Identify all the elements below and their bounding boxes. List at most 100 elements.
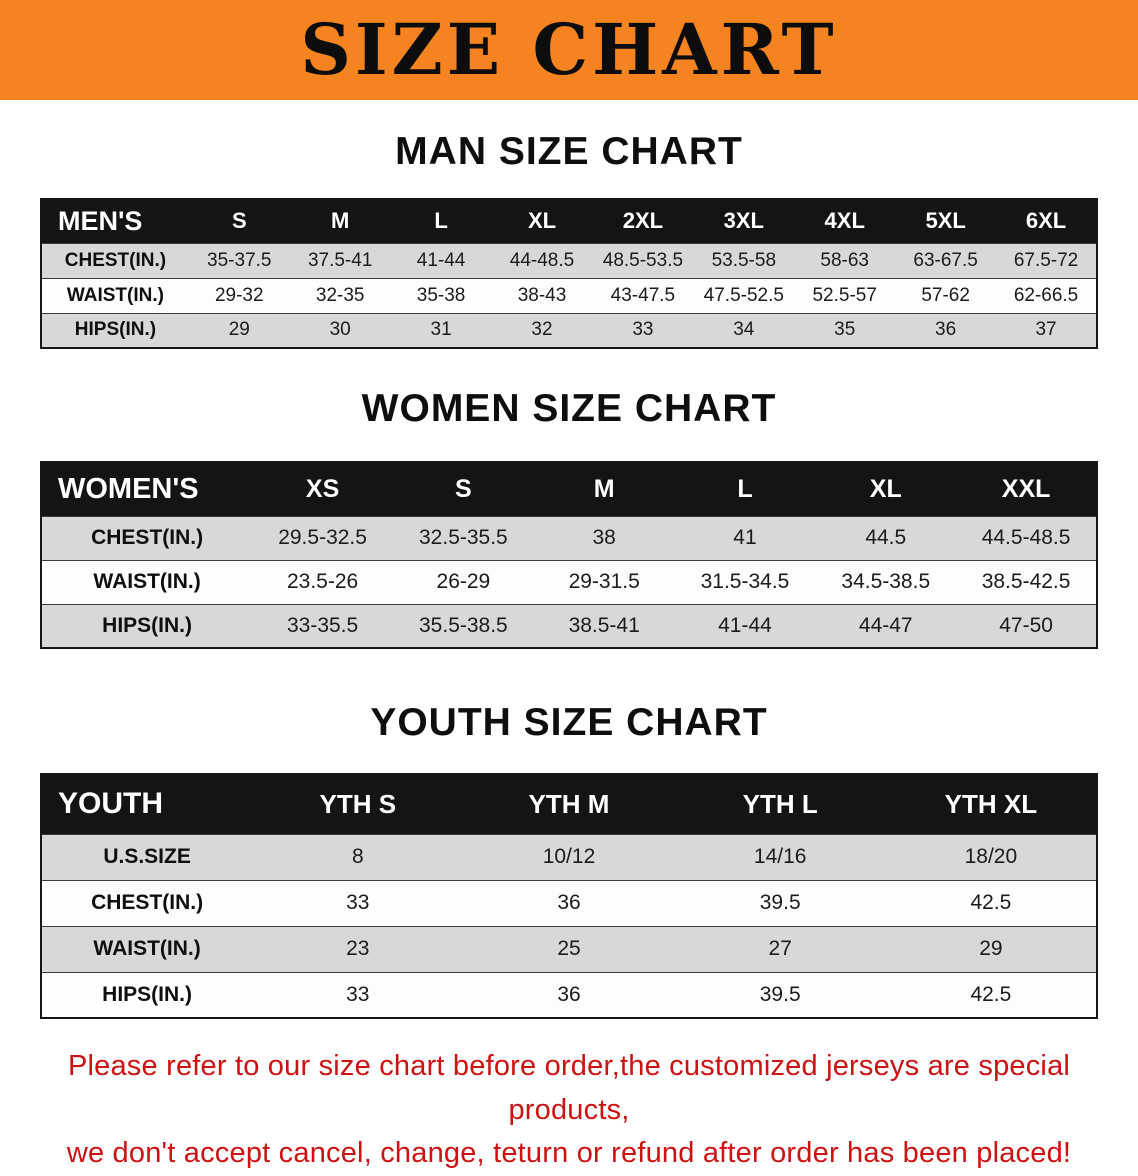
size-value: 41-44 (718, 613, 772, 637)
size-column-header: YTH S (252, 774, 464, 834)
size-value: 8 (351, 845, 364, 868)
table-header-row: MEN'S S M L XL 2XL 3XL 4XL 5XL 6XL (41, 199, 1097, 243)
size-value: 29 (228, 319, 250, 341)
size-value: 37 (1035, 319, 1057, 341)
size-value: 35.5-38.5 (419, 613, 508, 637)
size-value: 57-62 (921, 284, 970, 306)
size-value: 38-43 (517, 284, 567, 306)
table-row: WAIST(IN.) 23 25 27 29 (41, 926, 1097, 972)
size-value: 18/20 (964, 845, 1018, 868)
youth-section-heading: YOUTH SIZE CHART (370, 701, 768, 744)
banner: SIZE CHART (0, 0, 1138, 100)
table-header-row: YOUTH YTH S YTH M YTH L YTH XL (41, 774, 1097, 834)
table-row: U.S.SIZE 8 10/12 14/16 18/20 (41, 834, 1097, 880)
men-section-heading: MAN SIZE CHART (395, 130, 743, 173)
table-title: MEN'S (41, 199, 189, 243)
row-label: U.S.SIZE (103, 845, 191, 868)
size-value: 44-47 (858, 613, 913, 637)
row-label: HIPS(IN.) (102, 982, 193, 1006)
size-value: 25 (557, 937, 581, 960)
size-value: 10/12 (542, 845, 596, 868)
size-value: 29 (979, 937, 1003, 960)
size-value: 29.5-32.5 (278, 526, 367, 549)
size-column-header: M (533, 462, 675, 516)
size-value: 32.5-35.5 (419, 526, 508, 549)
men-section: MAN SIZE CHART MEN'S S M L XL 2XL 3XL 4XL 5XL 6XL… (0, 130, 1138, 349)
size-value: 48.5-53.5 (602, 249, 684, 271)
size-value: 41-44 (416, 249, 466, 271)
disclaimer-line-2: we don't accept cancel, change, teturn o… (66, 1137, 1072, 1169)
size-value: 33 (346, 982, 370, 1006)
size-value: 29-32 (214, 284, 264, 306)
disclaimer-line-1: Please refer to our size chart before or… (67, 1050, 1071, 1126)
size-value: 58-63 (820, 249, 870, 271)
size-value: 38.5-41 (568, 613, 640, 637)
row-label: WAIST(IN.) (66, 284, 164, 306)
size-column-header: XL (491, 199, 593, 243)
table-row: WAIST(IN.) 23.5-26 26-29 29-31.5 31.5-34.5 34… (41, 560, 1097, 604)
size-value: 23.5-26 (286, 570, 359, 593)
size-value: 23 (346, 937, 370, 960)
table-title: YOUTH (41, 774, 253, 834)
row-label: WAIST(IN.) (93, 937, 201, 960)
size-column-header: YTH L (674, 774, 886, 834)
table-row: CHEST(IN.) 35-37.5 37.5-41 41-44 44-48.5 48.5… (41, 243, 1097, 278)
size-value: 43-47.5 (610, 284, 676, 306)
youth-size-table: YOUTH YTH S YTH M YTH L YTH XL U.S.SIZE 8 10/12… (40, 773, 1098, 1019)
size-column-header: XL (815, 462, 957, 516)
table-row: WAIST(IN.) 29-32 32-35 35-38 38-43 43-47.5 47.… (41, 278, 1097, 313)
women-section-heading: WOMEN SIZE CHART (361, 387, 777, 430)
size-value: 30 (329, 319, 351, 341)
size-value: 37.5-41 (307, 249, 373, 271)
size-value: 42.5 (970, 982, 1012, 1006)
size-value: 29-31.5 (568, 570, 640, 593)
row-label: CHEST(IN.) (91, 526, 204, 549)
row-label: CHEST(IN.) (91, 891, 204, 914)
size-column-header: 5XL (895, 199, 997, 243)
size-column-header: S (188, 199, 290, 243)
size-value: 52.5-57 (812, 284, 877, 306)
size-value: 38 (592, 526, 616, 549)
women-size-table: WOMEN'S XS S M L XL XXL CHEST(IN.) 29.5-32.5 32.5… (40, 461, 1098, 649)
size-value: 35 (834, 319, 856, 341)
row-label: HIPS(IN.) (102, 613, 193, 637)
youth-section: YOUTH SIZE CHART YOUTH YTH S YTH M YTH L YTH… (0, 701, 1138, 1019)
size-value: 42.5 (970, 891, 1012, 914)
size-value: 39.5 (759, 982, 801, 1006)
table-row: HIPS(IN.) 33 36 39.5 42.5 (41, 972, 1097, 1018)
size-value: 31.5-34.5 (700, 570, 790, 593)
size-column-header: M (289, 199, 391, 243)
size-column-header: YTH XL (885, 774, 1097, 834)
row-label: CHEST(IN.) (64, 249, 167, 271)
size-column-header: XXL (956, 462, 1097, 516)
disclaimer: Please refer to our size chart before or… (30, 1045, 1108, 1176)
size-value: 47.5-52.5 (703, 284, 784, 306)
size-value: 47-50 (999, 613, 1053, 637)
size-value: 36 (935, 319, 957, 341)
size-value: 38.5-42.5 (981, 570, 1071, 593)
size-value: 39.5 (759, 891, 801, 914)
women-section: WOMEN SIZE CHART WOMEN'S XS S M L XL XXL CHEST(… (0, 387, 1138, 649)
table-title: WOMEN'S (41, 462, 253, 516)
size-column-header: YTH M (463, 774, 675, 834)
size-value: 27 (768, 937, 792, 960)
row-label: WAIST(IN.) (93, 570, 201, 593)
size-column-header: 3XL (693, 199, 795, 243)
size-value: 53.5-58 (711, 249, 777, 271)
size-value: 32 (531, 319, 553, 341)
size-value: 14/16 (753, 845, 807, 868)
table-header-row: WOMEN'S XS S M L XL XXL (41, 462, 1097, 516)
size-value: 33 (346, 891, 370, 914)
size-value: 31 (430, 319, 452, 341)
table-row: HIPS(IN.) 33-35.5 35.5-38.5 38.5-41 41-44 44-… (41, 604, 1097, 648)
size-value: 62-66.5 (1013, 284, 1079, 306)
page-title: SIZE CHART (300, 8, 838, 91)
size-column-header: 6XL (996, 199, 1097, 243)
size-value: 63-67.5 (913, 249, 978, 271)
size-value: 36 (557, 891, 581, 914)
size-column-header: XS (252, 462, 393, 516)
size-value: 33 (632, 319, 654, 341)
size-value: 32-35 (315, 284, 365, 306)
table-row: CHEST(IN.) 33 36 39.5 42.5 (41, 880, 1097, 926)
